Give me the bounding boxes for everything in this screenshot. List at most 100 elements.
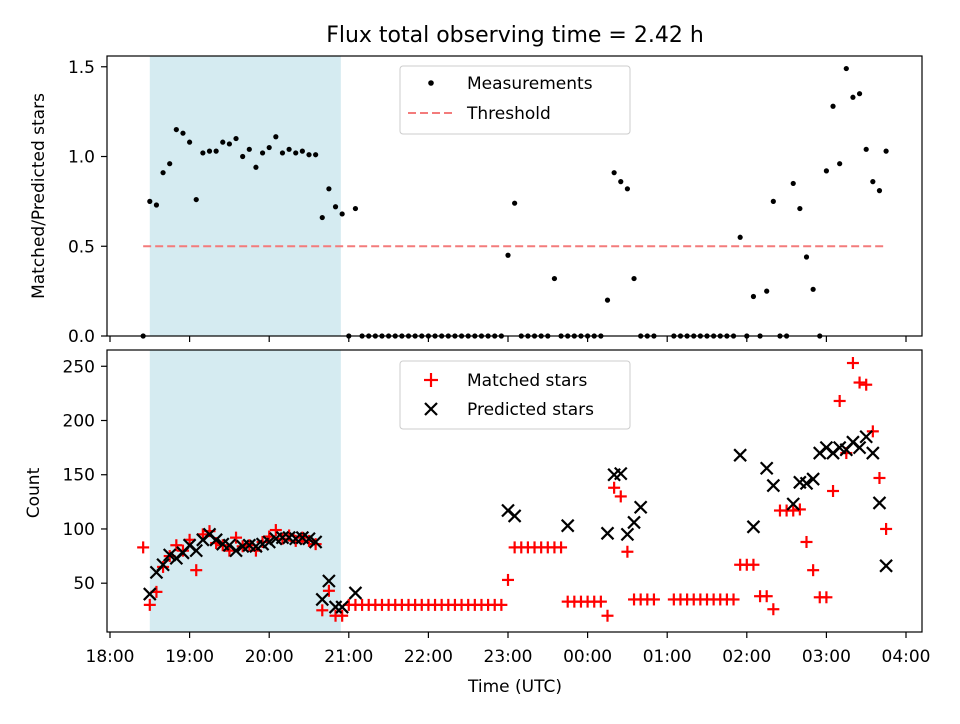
matched-star-point xyxy=(309,538,322,551)
measurement-point xyxy=(332,204,339,210)
matched-star-point xyxy=(853,376,866,389)
measurement-point xyxy=(850,94,856,100)
measurement-point xyxy=(764,288,770,294)
measurement-point xyxy=(213,148,219,154)
x-tick-label: 04:00 xyxy=(882,647,931,667)
matched-star-point xyxy=(873,471,886,484)
x-tick-label: 02:00 xyxy=(722,647,771,667)
predicted-star-point xyxy=(866,446,880,460)
measurement-point xyxy=(200,150,206,156)
ratio-y-ticks: 0.0 0.5 1.0 1.5 xyxy=(68,58,107,347)
measurement-point xyxy=(830,103,836,109)
legend-marker-predicted xyxy=(424,402,438,416)
predicted-star-point xyxy=(759,461,774,476)
matched-star-point xyxy=(800,535,813,548)
ratio-shaded-region xyxy=(149,56,341,336)
matched-star-point xyxy=(647,593,660,606)
legend-label-predicted: Predicted stars xyxy=(467,400,594,420)
predicted-star-point xyxy=(348,586,363,600)
measurement-point xyxy=(823,168,830,174)
measurement-point xyxy=(624,186,631,192)
legend-label-threshold: Threshold xyxy=(466,104,551,124)
measurement-point xyxy=(631,275,637,282)
measurement-point xyxy=(326,186,332,192)
x-tick-label: 01:00 xyxy=(643,647,692,667)
legend-marker-matched xyxy=(424,373,438,387)
measurement-point xyxy=(193,196,199,203)
measurement-point xyxy=(512,200,518,206)
measurement-point xyxy=(803,254,810,260)
matched-star-point xyxy=(555,541,568,554)
measurement-point xyxy=(505,252,511,258)
measurement-point xyxy=(837,161,843,167)
matched-star-point xyxy=(502,573,514,586)
y-tick-label: 0.0 xyxy=(68,327,95,347)
measurement-point xyxy=(797,205,803,212)
matched-star-point xyxy=(827,485,840,497)
predicted-star-point xyxy=(322,574,336,588)
matched-star-point xyxy=(143,598,156,611)
chart-title: Flux total observing time = 2.42 h xyxy=(326,23,704,48)
predicted-star-point xyxy=(308,535,323,549)
predicted-star-point xyxy=(806,472,820,486)
predicted-star-point xyxy=(162,548,177,562)
predicted-star-point xyxy=(859,429,873,444)
predicted-star-point xyxy=(262,535,276,549)
measurement-point xyxy=(259,150,266,156)
measurement-point xyxy=(273,134,279,140)
matched-star-point xyxy=(336,609,349,622)
measurement-point xyxy=(167,161,173,167)
predicted-star-point xyxy=(766,478,781,493)
x-tick-label: 22:00 xyxy=(404,647,453,667)
count-points xyxy=(137,357,893,622)
measurement-point xyxy=(339,211,345,217)
matched-star-point xyxy=(866,425,879,438)
count-legend: Matched stars Predicted stars xyxy=(399,360,631,430)
matched-star-point xyxy=(767,603,780,616)
measurement-point xyxy=(737,234,743,240)
measurement-point xyxy=(147,198,153,204)
measurement-point xyxy=(286,146,292,152)
measurement-point xyxy=(790,180,796,187)
matched-star-point xyxy=(230,531,243,544)
count-plot-frame xyxy=(106,349,923,633)
measurement-point xyxy=(266,144,272,151)
matched-star-point xyxy=(190,564,203,577)
matched-star-point xyxy=(846,357,859,370)
predicted-star-point xyxy=(799,476,814,491)
predicted-star-point xyxy=(189,543,204,558)
measurement-point xyxy=(750,293,757,300)
ratio-points xyxy=(140,65,889,339)
y-tick-label: 200 xyxy=(63,412,95,432)
count-shaded-region xyxy=(149,350,341,632)
predicted-star-point xyxy=(560,518,575,533)
predicted-star-point xyxy=(633,500,648,515)
matched-star-point xyxy=(316,604,329,617)
predicted-star-point xyxy=(600,526,615,541)
measurement-point xyxy=(160,170,166,176)
matched-star-point xyxy=(727,593,740,606)
ratio-plot-frame xyxy=(106,55,923,337)
matched-star-point xyxy=(793,503,806,516)
measurement-point xyxy=(876,188,883,194)
count-legend-box xyxy=(399,360,631,430)
measurement-point xyxy=(856,91,863,97)
predicted-star-point xyxy=(209,533,223,547)
count-x-ticks: 18:00 19:00 20:00 21:00 22:00 23:00 00:00 01:00… xyxy=(86,632,931,667)
x-tick-label: 19:00 xyxy=(165,647,214,667)
predicted-star-point xyxy=(156,557,170,572)
measurement-point xyxy=(226,141,232,147)
matched-star-point xyxy=(170,539,183,552)
legend-label-measurements: Measurements xyxy=(467,74,593,94)
matched-star-point xyxy=(176,544,189,557)
measurement-point xyxy=(279,150,286,156)
y-tick-label: 0.5 xyxy=(68,237,95,257)
measurement-point xyxy=(770,198,776,204)
matched-star-point xyxy=(495,598,508,611)
measurement-point xyxy=(173,126,179,133)
measurement-point xyxy=(253,164,259,170)
measurement-point xyxy=(299,148,305,154)
matched-star-point xyxy=(621,545,634,558)
x-tick-label: 20:00 xyxy=(245,647,294,667)
